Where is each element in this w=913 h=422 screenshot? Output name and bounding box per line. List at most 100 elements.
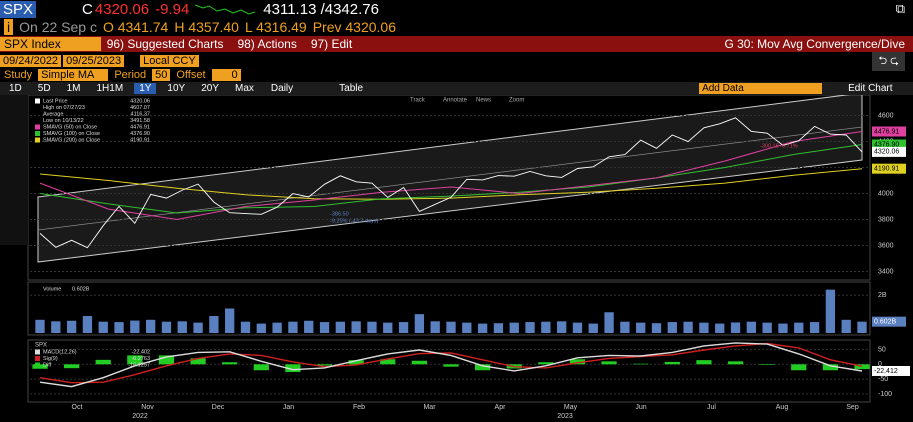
edit-chart[interactable]: Edit Chart bbox=[848, 83, 893, 94]
range-button[interactable]: 1D bbox=[9, 83, 22, 94]
y-tick-label: 4000 bbox=[878, 190, 894, 197]
volume-bar bbox=[651, 323, 662, 333]
offset[interactable]: 0 bbox=[211, 69, 241, 81]
volume-bar bbox=[557, 321, 567, 333]
table-button[interactable]: Table bbox=[339, 83, 364, 94]
volume-bar bbox=[114, 322, 124, 333]
legend-value: -22.402 bbox=[131, 349, 150, 355]
range-button[interactable]: 1H1M bbox=[96, 83, 124, 94]
diff-bar bbox=[443, 364, 459, 367]
legend-value: -16.1257 bbox=[128, 362, 150, 368]
price-line bbox=[39, 144, 863, 214]
volume-bar bbox=[82, 316, 93, 333]
legend-name: Sig(9) bbox=[43, 356, 58, 362]
frequency[interactable]: Daily bbox=[270, 83, 294, 94]
range-button[interactable]: 1Y bbox=[134, 83, 157, 94]
x-tick-label: Jul bbox=[707, 404, 716, 411]
diff-bar bbox=[759, 364, 775, 365]
volume-bar bbox=[35, 319, 45, 333]
volume-bar bbox=[367, 321, 377, 333]
macd-panel bbox=[27, 339, 871, 403]
menu-item[interactable]: 98) Actions bbox=[237, 37, 297, 51]
start-date[interactable]: 09/24/2022 bbox=[0, 55, 62, 67]
legend-name: SMAVG (100) on Close bbox=[43, 131, 100, 137]
legend-name: Average bbox=[43, 111, 63, 117]
volume-bar bbox=[746, 321, 756, 333]
period[interactable]: 50 bbox=[152, 69, 171, 81]
volume-bar bbox=[841, 319, 851, 333]
volume-bar bbox=[446, 321, 456, 333]
diff-bar bbox=[664, 361, 680, 365]
legend-swatch bbox=[35, 349, 40, 355]
study[interactable]: Simple MA bbox=[38, 69, 109, 81]
x-tick-label: Dec bbox=[212, 404, 225, 411]
volume-bar bbox=[667, 322, 677, 333]
date-row: 09/24/2022 09/25/2023 Local CCY ⮌ ⮎ bbox=[0, 51, 913, 71]
menu-item[interactable]: 97) Edit bbox=[310, 37, 353, 51]
volume-bar bbox=[477, 323, 488, 333]
legend-value: 0.602B bbox=[72, 286, 90, 292]
diff-bar bbox=[158, 355, 175, 365]
currency[interactable]: Local CCY bbox=[140, 55, 199, 67]
y-tick-label: 3800 bbox=[878, 216, 894, 223]
range-buttons: 1D 5D 1M 1H1M 1Y 10Y 20Y Max bbox=[4, 83, 265, 94]
add-data[interactable]: Add Data bbox=[699, 83, 823, 94]
legend-value: 4607.07 bbox=[130, 105, 150, 111]
security[interactable]: SPX Index bbox=[0, 37, 101, 51]
nav-buttons[interactable]: ⮌ ⮎ bbox=[872, 51, 905, 71]
period-label: Period bbox=[114, 69, 147, 81]
diff-bar bbox=[538, 362, 554, 365]
diff-bar bbox=[95, 359, 111, 365]
diff-bar bbox=[475, 364, 491, 371]
legend-value: -6.2763 bbox=[131, 356, 150, 362]
menu-item[interactable]: 96) Suggested Charts bbox=[106, 37, 224, 51]
legend-value: 3491.58 bbox=[130, 118, 150, 124]
end-date[interactable]: 09/25/2023 bbox=[63, 55, 125, 67]
volume-bar bbox=[161, 321, 172, 333]
volume-bar bbox=[588, 323, 598, 333]
volume-bar bbox=[51, 321, 61, 333]
y-tick-label: 2B bbox=[878, 292, 887, 299]
popout-icon[interactable]: ⧉ bbox=[895, 1, 905, 16]
diff-bar bbox=[633, 363, 649, 365]
price-tag: 4476.91 bbox=[874, 128, 899, 135]
last-label: C bbox=[82, 0, 93, 18]
volume-bar bbox=[146, 319, 156, 333]
diff-bar bbox=[222, 362, 238, 365]
diff-bar bbox=[569, 359, 586, 365]
range-button[interactable]: Max bbox=[235, 83, 254, 94]
diff-bar bbox=[190, 358, 206, 365]
volume-bar bbox=[193, 322, 203, 333]
range-row: 1D 5D 1M 1H1M 1Y 10Y 20Y Max Daily Table Add Da… bbox=[0, 82, 913, 95]
x-tick-label: Apr bbox=[495, 404, 507, 411]
range-button[interactable]: 1M bbox=[66, 83, 81, 94]
volume-bar bbox=[730, 322, 741, 333]
volume-bar bbox=[272, 322, 282, 333]
price-tag: 4376.90 bbox=[874, 141, 899, 148]
info-icon[interactable]: i bbox=[4, 19, 14, 35]
legend-name: Last Price bbox=[43, 98, 67, 104]
range-button[interactable]: 20Y bbox=[201, 83, 220, 94]
x-year-label: 2023 bbox=[557, 413, 573, 420]
range-button[interactable]: 5D bbox=[37, 83, 51, 94]
legend-swatch bbox=[35, 356, 40, 361]
annotation: -300.16 -6.71% bbox=[760, 143, 798, 149]
x-tick-label: Nov bbox=[141, 404, 154, 411]
price-tag-box bbox=[872, 163, 906, 174]
volume-bar bbox=[715, 323, 725, 333]
volume-bar bbox=[493, 323, 504, 333]
volume-bar bbox=[825, 289, 836, 333]
macd-line bbox=[39, 342, 863, 384]
last-tag-box bbox=[872, 365, 910, 376]
annotation: -9.25% (-43.7 days) bbox=[330, 218, 378, 224]
legend-swatch bbox=[35, 98, 40, 104]
price-tag-box bbox=[872, 146, 906, 157]
legend-swatch bbox=[35, 362, 40, 368]
volume-bar bbox=[430, 321, 440, 333]
volume-bar bbox=[256, 323, 266, 333]
side-toolbar[interactable] bbox=[0, 95, 28, 245]
price-tag: 4190.91 bbox=[874, 166, 899, 173]
last-price: 4320.06 bbox=[94, 0, 150, 18]
range-button[interactable]: 10Y bbox=[167, 83, 186, 94]
